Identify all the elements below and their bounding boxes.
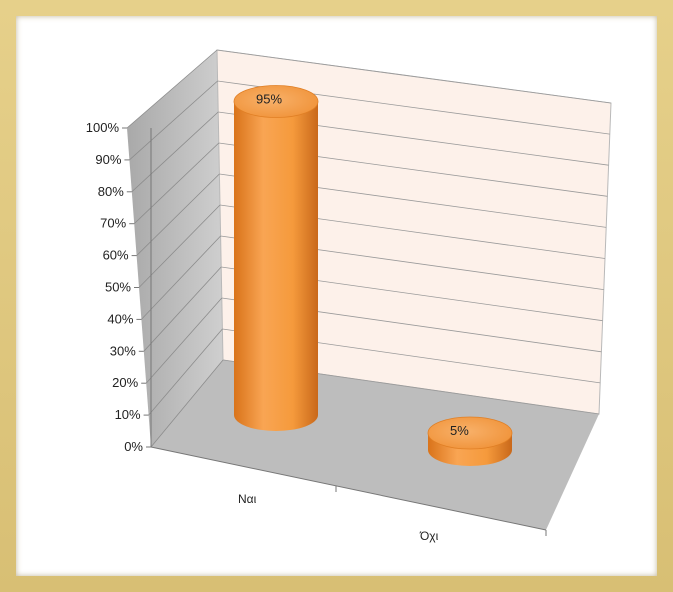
- y-tick-label: 80%: [98, 184, 124, 199]
- gridline-side: [133, 142, 220, 224]
- gridline-side: [138, 204, 221, 288]
- category-label-0: Ναι: [238, 492, 257, 506]
- gridline-side: [131, 111, 219, 193]
- y-tick-label: 70%: [100, 216, 126, 231]
- gridline-side: [143, 266, 222, 352]
- bar-0: 95%: [233, 85, 319, 431]
- bar-body: [234, 101, 318, 431]
- gridline-side: [129, 80, 218, 161]
- y-tick-label: 10%: [115, 407, 141, 422]
- gridline-side: [136, 173, 220, 256]
- y-tick-label: 0%: [124, 439, 143, 454]
- y-tick-label: 100%: [86, 120, 120, 135]
- gridline-side: [141, 235, 221, 320]
- gridline-side: [126, 49, 218, 129]
- data-label-0: 95%: [256, 92, 282, 107]
- y-tick-label: 90%: [95, 152, 121, 167]
- y-tick-label: 60%: [103, 248, 129, 263]
- bar-top: [427, 416, 513, 450]
- gridline-side: [148, 328, 223, 416]
- x-axis-line: [150, 446, 547, 531]
- gridline: [216, 49, 612, 104]
- bars: 95% 5%: [233, 85, 513, 466]
- y-tick-label: 20%: [112, 375, 138, 390]
- y-axis-ticks: 0% 10% 20% 30% 40% 50% 60% 70% 80% 90% 100%: [86, 120, 151, 454]
- y-tick-label: 30%: [110, 343, 136, 358]
- bar-1: 5%: [427, 416, 513, 466]
- bar-top: [233, 85, 319, 118]
- category-label-1: Όχι: [419, 529, 439, 543]
- data-label-1: 5%: [450, 423, 469, 438]
- y-tick-label: 40%: [107, 311, 133, 326]
- gridline-side: [150, 359, 224, 448]
- gridline-side: [145, 297, 223, 384]
- y-tick-label: 50%: [105, 280, 131, 295]
